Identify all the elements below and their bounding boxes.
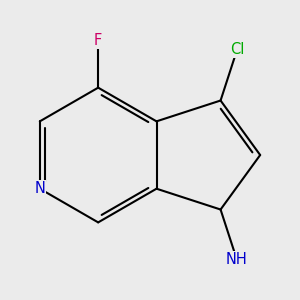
Text: NH: NH [226, 252, 248, 267]
Text: F: F [94, 33, 102, 48]
Text: Cl: Cl [230, 42, 244, 57]
Text: N: N [34, 181, 45, 196]
